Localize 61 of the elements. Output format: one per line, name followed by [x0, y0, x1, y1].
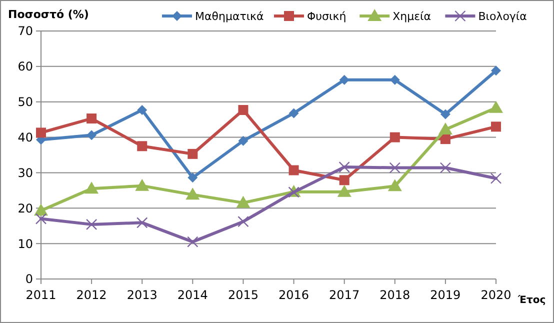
point [187, 236, 198, 248]
y-axis-title: Ποσοστό (%) [8, 8, 89, 21]
point [36, 128, 46, 138]
point [238, 105, 248, 116]
point [288, 165, 299, 176]
x-tick-label: 2018 [380, 288, 410, 302]
x-tick-label: 2016 [278, 288, 310, 302]
point [238, 136, 248, 146]
x-tick-label: 2014 [177, 288, 208, 302]
point [339, 74, 350, 85]
point [136, 217, 148, 228]
y-tick-label: 20 [18, 201, 33, 216]
legend-label: Βιολογία [478, 10, 527, 23]
point [389, 162, 400, 174]
y-tick-label: 50 [18, 95, 33, 110]
legend-label: Φυσική [307, 10, 346, 23]
point [438, 122, 452, 134]
point [137, 105, 148, 116]
y-tick-label: 40 [18, 130, 33, 144]
y-tick-label: 10 [18, 236, 33, 251]
y-tick-label: 0 [25, 272, 33, 286]
point [388, 179, 402, 192]
point [491, 122, 501, 132]
x-tick-label: 2019 [430, 288, 461, 302]
legend-label: Μαθηματικά [195, 10, 264, 23]
point [440, 134, 450, 144]
point [390, 74, 400, 85]
point [337, 184, 352, 197]
point [34, 204, 48, 216]
point [188, 172, 198, 183]
legend-label: Χημεία [392, 10, 432, 23]
point [339, 175, 350, 186]
x-tick-label: 2015 [228, 288, 258, 302]
x-tick-label: 2011 [26, 288, 56, 302]
x-axis-title: Έτος [517, 295, 546, 306]
point [489, 100, 503, 113]
point [35, 213, 47, 224]
point [490, 172, 502, 184]
point [137, 141, 148, 152]
x-tick-label: 2020 [480, 288, 512, 302]
y-tick-label: 60 [18, 60, 33, 74]
point [440, 109, 450, 120]
y-tick-label: 30 [18, 166, 33, 180]
y-tick-label: 70 [18, 24, 33, 38]
point [288, 108, 299, 118]
point [236, 196, 250, 208]
x-tick-label: 2013 [126, 288, 158, 302]
point [491, 66, 501, 76]
point [86, 218, 98, 230]
point [390, 132, 400, 142]
point [84, 182, 99, 194]
point [440, 162, 452, 174]
x-tick-label: 2017 [329, 288, 360, 302]
point [338, 161, 350, 173]
point [186, 188, 200, 200]
point [86, 114, 97, 124]
point [188, 148, 198, 159]
point [238, 216, 249, 228]
point [135, 178, 150, 191]
point [86, 130, 97, 140]
x-tick-label: 2012 [76, 288, 107, 302]
